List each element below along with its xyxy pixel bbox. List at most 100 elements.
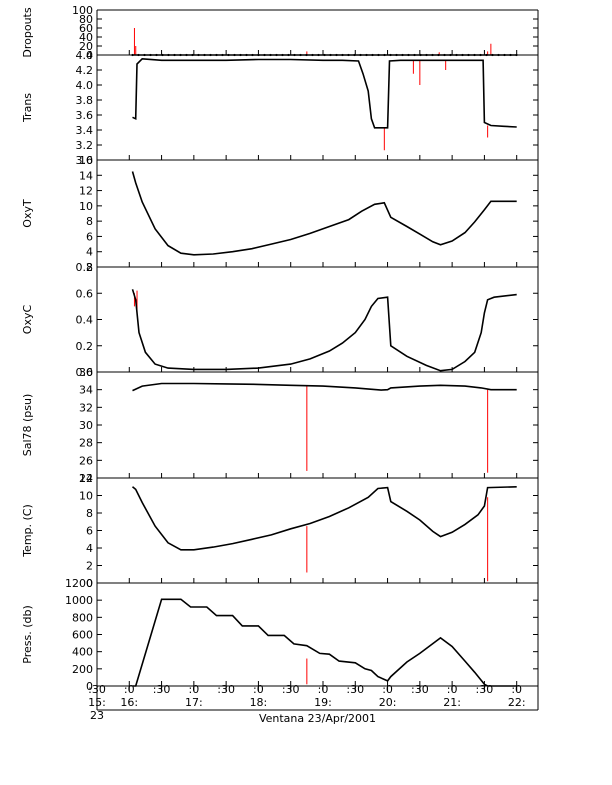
dropout-marker [137,53,140,57]
dropout-marker [485,53,488,57]
dropout-marker [167,53,170,57]
x-tick-label: :0 [447,683,458,696]
y-tick-label: 20 [79,40,93,53]
y-tick-label: 0.2 [76,340,94,353]
dropout-marker [215,53,218,57]
dropout-marker [353,53,356,57]
panel-oxyt: 16 14 12 10 8 6 4 2 OxyT [21,154,539,274]
y-tick-label: 14 [79,169,93,182]
x-tick-label: :30 [476,683,494,696]
y-tick-label: 4.2 [76,64,94,77]
y-tick-label: 6 [86,525,93,538]
y-tick-label: 60 [79,22,93,35]
dropout-marker [263,53,266,57]
y-tick-label: 2 [86,261,93,274]
y-tick-label: 3.4 [76,124,94,137]
x-tick-label: :30 [282,683,300,696]
y-tick-label: 0.4 [76,314,94,327]
y-tick-label: 1000 [65,594,93,607]
dropout-marker [191,53,194,57]
dropout-marker [479,53,482,57]
dropout-marker [131,53,134,57]
series-line-trans [132,57,517,129]
dropout-marker [281,53,284,57]
dropout-marker [437,53,440,57]
x-tick-label: :30 [346,683,364,696]
dropout-marker [515,53,518,57]
dropout-marker [341,53,344,57]
x-tick-label: 18: [250,696,268,709]
dropout-marker [377,53,380,57]
dropout-marker [395,53,398,57]
y-tick-label: 8 [86,215,93,228]
dropout-marker [449,53,452,57]
series-line-sal78 [132,382,517,392]
x-tick-label: 20: [379,696,397,709]
y-tick-label: 0.8 [76,261,94,274]
dropout-marker [401,53,404,57]
dropout-marker [455,53,458,57]
y-tick-label: 3.8 [76,94,94,107]
dropout-marker [359,53,362,57]
x-tick-label: 17: [185,696,203,709]
dropout-marker [143,53,146,57]
dropout-marker [161,53,164,57]
y-tick-label: 4.0 [76,79,94,92]
dropout-marker [389,53,392,57]
x-tick-label: 19: [314,696,332,709]
dropout-marker [305,53,308,57]
y-axis-label: OxyT [21,199,34,228]
x-tick-label: 15: [88,696,106,709]
y-tick-label: 12 [79,185,93,198]
y-tick-label: 3.0 [76,154,94,167]
y-tick-label: 4 [86,542,93,555]
y-tick-label: 100 [72,4,93,17]
x-tick-label: :30 [217,683,235,696]
dropout-marker [221,53,224,57]
y-tick-label: 600 [72,629,93,642]
x-tick-label: :30 [88,683,106,696]
y-tick-label: 30 [79,419,93,432]
y-tick-label: 26 [79,454,93,467]
dropout-marker [329,53,332,57]
x-tick-label: :0 [188,683,199,696]
dropout-marker [293,53,296,57]
dropout-marker [155,53,158,57]
y-tick-label: 24 [79,472,93,485]
x-tick-label: 22: [508,696,526,709]
y-tick-label: 80 [79,13,93,26]
y-tick-label: 40 [79,31,93,44]
series-line-press [132,598,517,687]
y-tick-label: 200 [72,663,93,676]
dropout-marker [179,53,182,57]
y-tick-label: 4.4 [76,49,94,62]
y-tick-label: 800 [72,611,93,624]
series-line-temp [131,486,517,551]
y-tick-label: 0 [86,680,93,693]
y-tick-label: 3.6 [76,109,94,122]
panel-temp: 12 10 8 6 4 2 0 Temp. (C) [21,472,539,590]
y-tick-label: 16 [79,154,93,167]
dropout-marker [239,53,242,57]
y-tick-label: 0.0 [76,366,94,379]
dropout-marker [287,53,290,57]
dropout-marker [233,53,236,57]
dropout-marker [227,53,230,57]
y-axis-label: OxyC [21,305,34,335]
dropout-marker [245,53,248,57]
y-tick-label: 0 [86,49,93,62]
series-line-oxyt [131,171,517,256]
dropout-marker [383,53,386,57]
dropout-marker [419,53,422,57]
dropout-marker [185,53,188,57]
y-tick-label: 6 [86,230,93,243]
y-axis-label: Trans [21,93,34,123]
x-tick-label: 23 [90,709,104,722]
y-tick-label: 8 [86,507,93,520]
series-line-oxyc [131,289,517,372]
dropout-marker [173,53,176,57]
dropout-marker [251,53,254,57]
dropout-marker [461,53,464,57]
dropout-marker [443,53,446,57]
